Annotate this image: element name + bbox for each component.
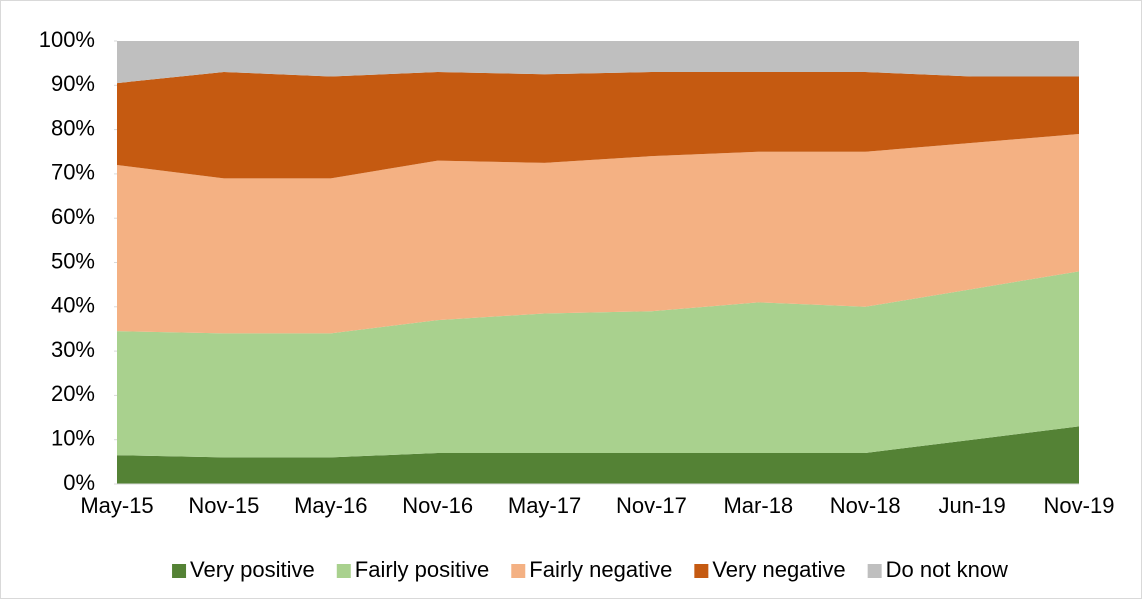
x-tick-label: May-17 [508,493,581,518]
area [117,426,1079,484]
legend-swatch [172,564,187,578]
x-tick-label: May-16 [294,493,367,518]
y-tick-label: 80% [51,115,95,140]
x-tick-label: Mar-18 [723,493,793,518]
x-tick-label: Nov-19 [1044,493,1115,518]
x-tick-label: Jun-19 [938,493,1005,518]
legend-label: Very negative [712,557,845,582]
area [117,41,1079,84]
legend-swatch [694,564,709,578]
legend-swatch [336,564,351,578]
y-tick-label: 60% [51,204,95,229]
legend-label: Do not know [886,557,1008,582]
x-tick-label: Nov-15 [188,493,259,518]
legend-swatch [867,564,882,578]
y-tick-label: 90% [51,71,95,96]
y-tick-label: 100% [39,27,95,52]
x-tick-label: Nov-16 [402,493,473,518]
legend-label: Very positive [190,557,315,582]
area [117,72,1079,179]
legend-label: Fairly negative [529,557,672,582]
x-tick-label: Nov-18 [830,493,901,518]
y-tick-label: 70% [51,160,95,185]
y-tick-label: 50% [51,248,95,273]
x-tick-label: May-15 [80,493,153,518]
y-tick-label: 10% [51,426,95,451]
y-tick-label: 40% [51,293,95,318]
legend-swatch [511,564,526,578]
legend-label: Fairly positive [355,557,489,582]
area [117,134,1079,334]
y-tick-label: 20% [51,381,95,406]
x-tick-label: Nov-17 [616,493,687,518]
y-tick-label: 30% [51,337,95,362]
area [117,271,1079,458]
y-tick-label: 0% [63,470,95,495]
